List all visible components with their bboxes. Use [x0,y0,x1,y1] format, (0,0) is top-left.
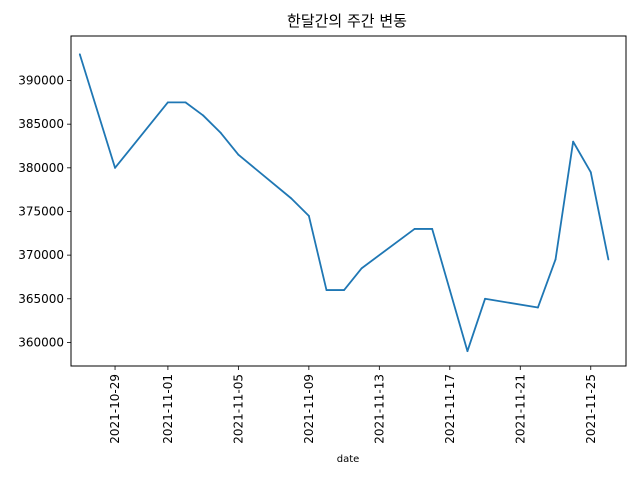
x-tick-label: 2021-11-13 [372,374,386,444]
data-point [589,171,592,174]
y-tick-label: 385000 [18,117,64,131]
data-point [325,289,328,291]
data-point [202,114,205,117]
data-point [237,153,240,156]
y-tick-label: 370000 [18,248,64,262]
x-axis: 2021-10-29 2021-11-01 2021-11-05 2021-11-09… [108,366,598,444]
x-axis-label: date [337,454,360,465]
data-point [307,214,310,217]
chart-title: 한달간의 주간 변동 [287,12,407,30]
y-tick-label: 375000 [18,204,64,218]
x-tick-label: 2021-11-21 [513,374,527,444]
data-point [114,166,116,169]
data-point [537,306,539,309]
data-point [466,350,469,353]
x-tick-label: 2021-11-09 [302,374,316,444]
data-point [607,258,610,261]
series-line [78,54,610,353]
data-points [78,53,610,353]
y-tick-label: 365000 [18,292,64,306]
y-tick-label: 390000 [18,74,64,88]
plot-frame [70,35,627,367]
y-tick-label: 380000 [18,161,64,175]
data-point [554,258,557,261]
data-point [431,228,434,230]
data-point [184,101,187,104]
data-point [343,289,345,291]
y-tick-label: 360000 [18,335,64,349]
data-point [290,197,293,200]
data-point [572,140,575,143]
data-point [360,267,363,270]
data-point [167,101,169,104]
x-tick-label: 2021-11-17 [443,374,457,444]
data-point [484,297,486,300]
x-tick-label: 2021-11-25 [584,374,598,444]
data-point [219,132,222,134]
data-point [78,53,81,56]
x-tick-label: 2021-11-01 [161,374,175,444]
data-point [448,289,451,291]
y-axis: 360000 365000 370000 375000 380000 385000 3900… [18,74,71,349]
x-tick-label: 2021-11-05 [231,374,245,444]
x-tick-label: 2021-10-29 [108,374,122,444]
data-point [413,228,416,230]
